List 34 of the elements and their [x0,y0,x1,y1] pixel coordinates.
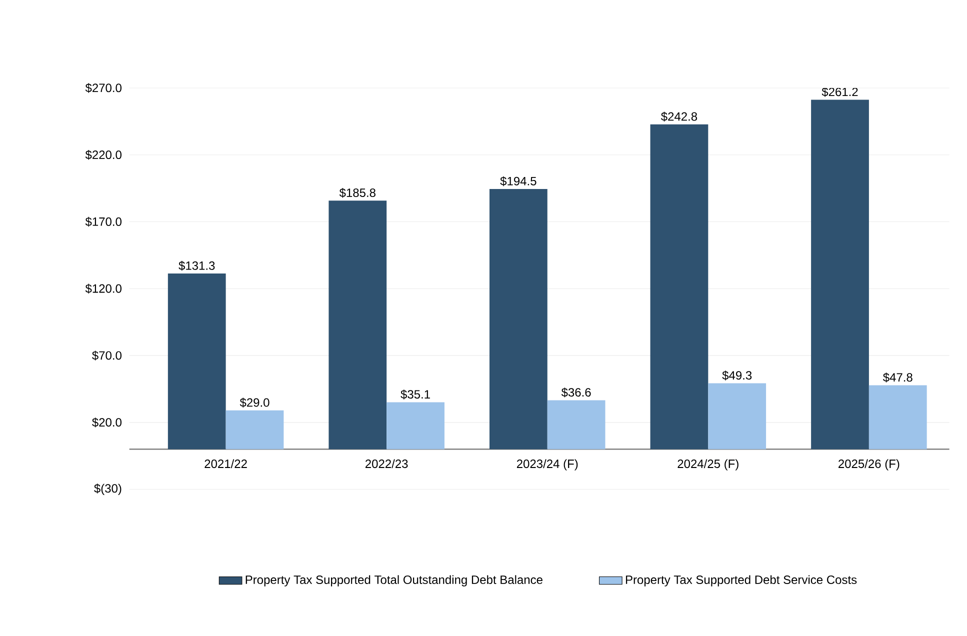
data-label: $242.8 [660,112,698,122]
bar [328,200,387,450]
bar [708,383,766,450]
x-tick-label: 2024/25 (F) [678,459,738,470]
y-tick-label: $20.0 [92,418,122,428]
y-tick-label: $270.0 [85,83,122,93]
bar [168,274,226,450]
data-label: $194.5 [500,176,536,186]
bar [811,100,869,450]
legend-label: Property Tax Supported Total Outstanding Debt Balance [246,575,542,586]
y-tick-label: $220.0 [85,150,122,160]
data-label: $29.0 [240,398,270,408]
y-tick-label: $(30) [94,484,122,496]
x-tick-label: 2025/26 (F) [838,459,900,470]
data-label: $49.3 [722,370,752,380]
x-tick-label: 2022/23 [366,459,408,468]
y-tick-label: $120.0 [85,284,122,294]
bar [226,410,284,450]
bar [868,385,927,450]
data-label: $131.3 [178,260,215,271]
bar [386,402,444,450]
legend-label: Property Tax Supported Debt Service Costs [626,575,857,586]
data-label: $185.8 [339,188,376,198]
data-label: $261.2 [822,87,858,97]
bar [547,400,606,450]
y-tick-label: $70.0 [92,350,122,360]
x-tick-label: 2023/24 (F) [516,459,578,470]
x-tick-label: 2021/22 [204,459,247,468]
y-tick-label: $170.0 [85,216,122,227]
bar [650,124,708,450]
data-label: $36.6 [561,388,591,398]
data-label: $35.1 [400,390,430,400]
bar [489,189,548,450]
data-label: $47.8 [882,372,912,382]
